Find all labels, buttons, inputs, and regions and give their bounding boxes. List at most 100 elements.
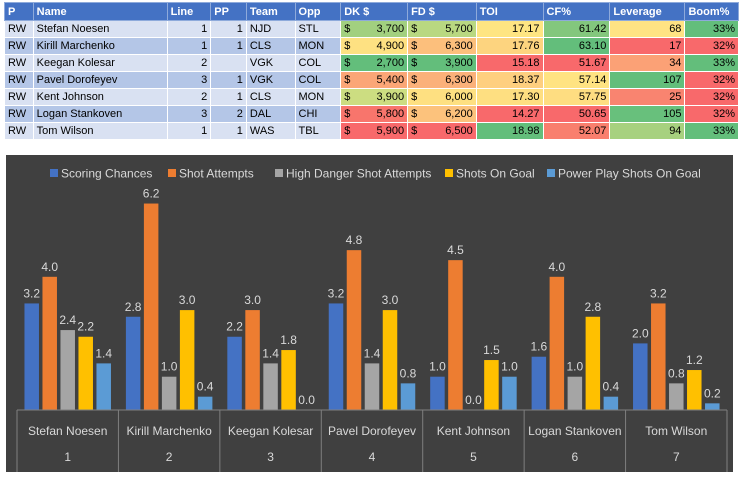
cell-dk: $5,900	[340, 122, 409, 140]
data-label: 0.4	[603, 380, 620, 394]
data-label: 1.4	[95, 346, 112, 360]
data-label: 6.2	[143, 187, 160, 201]
cell-dk: $3,700	[340, 20, 409, 38]
table-header: P Name Line PP Team Opp DK $ FD $ TOI CF% Leverage…	[4, 2, 739, 21]
cell-lev: 105	[609, 105, 686, 123]
cell-boom: 33%	[684, 54, 739, 72]
data-label: 1.0	[501, 360, 518, 374]
x-tick-index: 7	[673, 450, 680, 464]
column-header: FD $	[407, 2, 477, 21]
legend-entry: Shot Attempts	[179, 167, 254, 181]
cell-p: RW	[4, 122, 34, 140]
bar-shots-on-goal	[687, 370, 702, 410]
cell-lev: 107	[609, 71, 686, 89]
cell-pp: 2	[210, 105, 247, 123]
cell-name: Kent Johnson	[32, 88, 168, 106]
cell-team: CLS	[245, 37, 296, 55]
cell-value: 2,700	[376, 57, 405, 69]
bar-scoring-chances	[430, 376, 445, 410]
cell-p: RW	[4, 20, 34, 38]
column-header: Team	[245, 2, 296, 21]
x-tick-index: 1	[64, 450, 71, 464]
currency-symbol: $	[411, 57, 418, 69]
data-label: 1.0	[567, 360, 584, 374]
cell-value: 6,000	[445, 91, 473, 103]
data-label: 1.4	[364, 346, 381, 360]
bar-shots-on-goal	[484, 360, 499, 410]
currency-symbol: $	[411, 74, 418, 86]
legend-swatch	[445, 169, 453, 177]
bar-shot-attempts	[549, 276, 565, 410]
x-tick-index: 2	[166, 450, 173, 464]
data-label: 1.6	[531, 340, 548, 354]
chart-legend: Scoring Chances Shot Attempts High Danger …	[50, 167, 701, 181]
cell-boom: 32%	[684, 71, 739, 89]
data-label: 1.0	[161, 360, 178, 374]
data-label: 1.0	[429, 360, 446, 374]
cell-team: CLS	[245, 88, 296, 106]
bar-high-danger-shot-attempts	[60, 330, 75, 410]
cell-value: 5,700	[445, 23, 473, 35]
cell-pp: 1	[210, 37, 247, 55]
currency-symbol: $	[344, 91, 351, 103]
cell-fd: $6,500	[407, 122, 477, 140]
table-row: RW Logan Stankoven 3 2 DAL CHI $5,800 $6,200 14.…	[4, 105, 739, 123]
cell-fd: $6,200	[407, 105, 477, 123]
cell-cf: 61.42	[542, 20, 611, 38]
cell-line: 2	[166, 54, 212, 72]
data-label: 0.2	[704, 386, 721, 400]
data-label: 4.0	[41, 260, 58, 274]
cell-cf: 57.75	[542, 88, 611, 106]
cell-line: 3	[166, 105, 212, 123]
cell-fd: $6,000	[407, 88, 477, 106]
data-label: 0.0	[465, 393, 482, 407]
data-label: 2.8	[125, 300, 142, 314]
cell-p: RW	[4, 71, 34, 89]
cell-name: Tom Wilson	[32, 122, 168, 140]
column-header: CF%	[542, 2, 611, 21]
data-label: 0.8	[668, 366, 685, 380]
cell-pp: 1	[210, 122, 247, 140]
cell-name: Pavel Dorofeyev	[32, 71, 168, 89]
cell-dk: $5,400	[340, 71, 409, 89]
chart-bars	[24, 203, 720, 410]
cell-opp: COL	[294, 54, 342, 72]
currency-symbol: $	[344, 23, 351, 35]
cell-lev: 34	[609, 54, 686, 72]
bar-high-danger-shot-attempts	[161, 376, 177, 410]
cell-boom: 32%	[684, 105, 739, 123]
data-label: 3.0	[179, 293, 196, 307]
bar-high-danger-shot-attempts	[263, 363, 278, 410]
table-row: RW Kent Johnson 2 1 CLS MON $3,900 $6,000 17.30 5…	[4, 88, 739, 106]
cell-value: 6,300	[445, 40, 473, 52]
bar-scoring-chances	[531, 356, 547, 410]
chart-background	[6, 155, 733, 472]
x-tick-label: Keegan Kolesar	[228, 424, 313, 438]
cell-p: RW	[4, 105, 34, 123]
cell-lev: 25	[609, 88, 686, 106]
cell-name: Kirill Marchenko	[32, 37, 168, 55]
bar-shot-attempts	[651, 303, 666, 410]
cell-line: 2	[166, 88, 212, 106]
cell-pp: 1	[210, 20, 247, 38]
x-tick-label: Stefan Noesen	[28, 424, 107, 438]
cell-value: 6,200	[445, 108, 473, 120]
cell-p: RW	[4, 54, 34, 72]
cell-dk: $2,700	[340, 54, 409, 72]
column-header: P	[4, 2, 34, 21]
currency-symbol: $	[411, 40, 418, 52]
cell-lev: 68	[609, 20, 686, 38]
x-tick-label: Kirill Marchenko	[126, 424, 212, 438]
data-label: 0.4	[197, 380, 214, 394]
table-row: RW Pavel Dorofeyev 3 1 VGK COL $5,400 $6,300 18.…	[4, 71, 739, 89]
cell-team: DAL	[245, 105, 296, 123]
currency-symbol: $	[344, 57, 351, 69]
cell-boom: 32%	[684, 37, 739, 55]
column-header: Boom%	[684, 2, 739, 21]
cell-p: RW	[4, 37, 34, 55]
table-row: RW Kirill Marchenko 1 1 CLS MON $4,900 $6,300 17…	[4, 37, 739, 55]
bar-power-play-shots-on-goal	[197, 396, 213, 410]
legend-swatch	[275, 169, 283, 177]
data-label: 2.4	[59, 313, 76, 327]
column-header: Name	[32, 2, 168, 21]
